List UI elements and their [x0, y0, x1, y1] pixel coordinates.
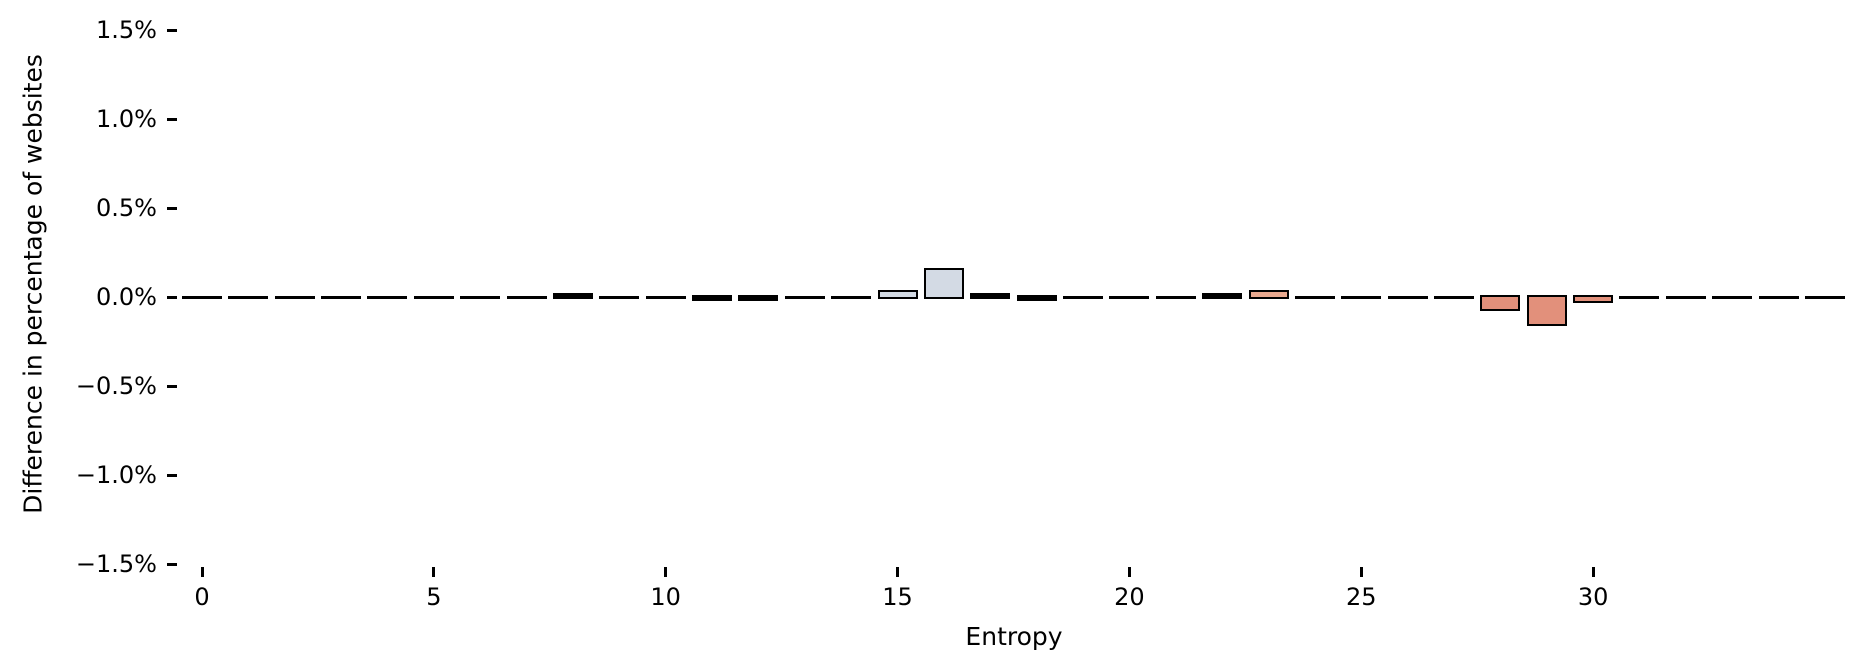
- bar: [784, 295, 825, 299]
- y-tick-label: −1.0%: [75, 461, 157, 489]
- y-tick-label: −1.5%: [75, 550, 157, 578]
- bar: [1248, 289, 1289, 299]
- bar: [321, 295, 362, 299]
- y-tick-mark: [167, 117, 177, 121]
- bar: [1155, 295, 1196, 299]
- bar: [645, 295, 686, 299]
- x-tick-label: 15: [882, 583, 913, 611]
- y-tick-mark: [167, 384, 177, 388]
- bar: [1341, 295, 1382, 299]
- x-tick-mark: [1127, 567, 1131, 577]
- x-tick-mark: [1359, 567, 1363, 577]
- bar: [1526, 295, 1567, 326]
- bar: [506, 295, 547, 299]
- y-tick-label: 1.0%: [96, 105, 157, 133]
- y-tick-label: 0.0%: [96, 283, 157, 311]
- y-tick-mark: [167, 206, 177, 210]
- y-tick-mark: [167, 28, 177, 32]
- bar: [1665, 295, 1706, 299]
- bar: [1063, 295, 1104, 299]
- x-tick-mark: [664, 567, 668, 577]
- bar: [413, 295, 454, 299]
- bar: [1804, 295, 1845, 299]
- x-tick-label: 0: [194, 583, 210, 611]
- bar: [599, 295, 640, 299]
- bar: [923, 268, 964, 299]
- bar: [182, 295, 222, 299]
- x-tick-mark: [896, 567, 900, 577]
- y-tick-mark: [167, 295, 177, 299]
- y-tick-label: −0.5%: [75, 372, 157, 400]
- bar: [1433, 295, 1474, 299]
- bar: [1016, 295, 1057, 301]
- bar: [1294, 295, 1335, 299]
- bar: [877, 289, 918, 299]
- y-tick-mark: [167, 562, 177, 566]
- y-tick-mark: [167, 473, 177, 477]
- bar: [692, 295, 733, 301]
- x-axis-title: Entropy: [965, 622, 1063, 651]
- x-tick-label: 20: [1114, 583, 1145, 611]
- bar: [1480, 295, 1521, 312]
- bar: [831, 295, 872, 299]
- bar: [1387, 295, 1428, 299]
- bar: [1712, 295, 1753, 299]
- bar: [1573, 295, 1614, 303]
- x-tick-mark: [432, 567, 436, 577]
- bar: [970, 293, 1011, 299]
- bar: [460, 295, 501, 299]
- bar: [1619, 295, 1660, 299]
- x-tick-label: 25: [1345, 583, 1377, 611]
- bar: [1758, 295, 1799, 299]
- bar: [274, 295, 315, 299]
- x-tick-mark: [1591, 567, 1595, 577]
- x-tick-label: 10: [650, 583, 681, 611]
- x-tick-label: 30: [1577, 583, 1609, 611]
- bar: [367, 295, 408, 299]
- bar: [1202, 293, 1243, 299]
- x-tick-mark: [200, 567, 204, 577]
- bar: [1109, 295, 1150, 299]
- bar: [228, 295, 269, 299]
- y-tick-label: 1.5%: [96, 16, 157, 44]
- bar: [738, 295, 779, 301]
- y-tick-label: 0.5%: [96, 194, 157, 222]
- x-tick-label: 5: [426, 583, 442, 611]
- bar: [552, 293, 593, 299]
